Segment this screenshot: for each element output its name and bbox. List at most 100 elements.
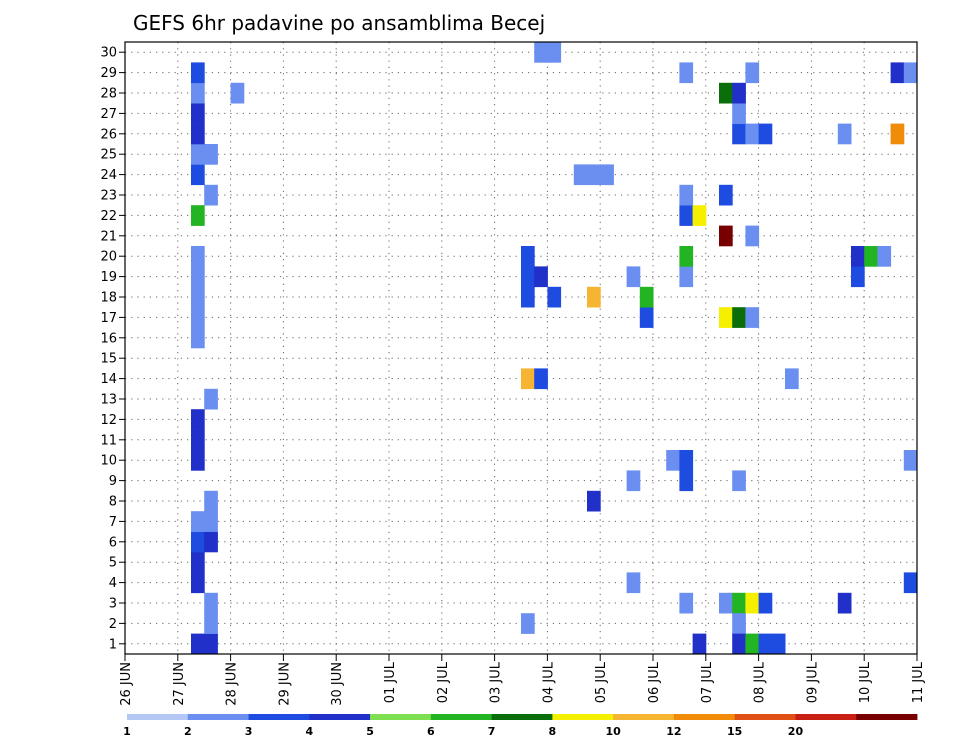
x-tick-label: 01 JUL [383, 661, 398, 703]
legend-swatch [734, 714, 796, 720]
legend-swatch [248, 714, 310, 720]
precip-cell [837, 123, 852, 145]
x-tick-label: 03 JUL [489, 661, 504, 703]
precip-cell [191, 307, 205, 328]
x-tick-label: 29 JUN [277, 662, 292, 706]
y-tick-label: 15 [100, 352, 117, 367]
y-tick-label: 27 [100, 107, 117, 122]
y-tick-label: 29 [100, 66, 117, 81]
precip-cell [679, 266, 694, 288]
x-tick-label: 06 JUL [647, 661, 662, 703]
y-tick-label: 21 [100, 229, 117, 244]
legend-label: 12 [666, 725, 681, 738]
precip-cell [639, 307, 654, 328]
y-tick-label: 9 [109, 474, 117, 489]
y-tick-label: 18 [100, 291, 117, 306]
precip-cell [785, 368, 799, 390]
y-tick-label: 10 [100, 454, 117, 469]
chart-title: GEFS 6hr padavine po ansamblima Becej [133, 11, 545, 35]
precip-cell [758, 633, 773, 655]
precip-cell [745, 633, 760, 655]
x-tick-label: 28 JUN [225, 662, 240, 706]
precip-cell [732, 592, 746, 614]
legend-label: 2 [184, 725, 192, 738]
precip-cell [679, 246, 694, 267]
x-tick-label: 04 JUL [541, 661, 556, 703]
precip-cell [626, 266, 641, 288]
precip-cell [679, 184, 694, 206]
precip-cell [191, 164, 205, 186]
y-tick-label: 28 [100, 87, 117, 102]
precip-cell [692, 633, 707, 655]
precip-cell [851, 266, 865, 288]
precip-cell [204, 490, 218, 512]
legend-swatch [309, 714, 371, 720]
precip-cell [191, 633, 205, 655]
precip-cell [534, 266, 548, 288]
precip-cell [639, 286, 654, 308]
y-tick-label: 13 [100, 393, 117, 408]
precip-cell [521, 368, 535, 390]
legend-swatch [430, 714, 493, 720]
precip-cell [745, 123, 760, 145]
precip-cell [191, 450, 205, 471]
precip-cell [732, 123, 746, 145]
y-tick-label: 1 [109, 637, 117, 652]
legend-swatch [613, 714, 675, 720]
precip-cell [547, 286, 562, 308]
precip-cell [600, 164, 614, 186]
y-tick-label: 3 [109, 597, 117, 612]
legend-label: 7 [488, 725, 496, 738]
x-tick-label: 09 JUL [805, 661, 820, 703]
x-tick-label: 05 JUL [594, 661, 609, 703]
x-tick-label: 30 JUN [330, 662, 345, 706]
precip-cell [719, 82, 733, 104]
precip-cell [204, 633, 218, 655]
precip-cell [758, 592, 773, 614]
legend-label: 15 [727, 725, 742, 738]
x-tick-label: 26 JUN [119, 662, 134, 706]
precip-cell [877, 246, 892, 267]
precip-cell [191, 103, 205, 124]
x-tick-label: 02 JUL [436, 661, 451, 703]
precip-cell [191, 552, 205, 573]
precip-cell [626, 470, 641, 492]
y-tick-label: 4 [109, 576, 117, 591]
precip-cell [719, 184, 733, 206]
precip-cell [745, 225, 760, 247]
legend-label: 20 [788, 725, 804, 738]
legend-swatch [370, 714, 432, 720]
x-tick-label: 10 JUL [858, 661, 873, 703]
legend-swatch [187, 714, 249, 720]
y-tick-label: 24 [100, 168, 117, 183]
precip-cell [573, 164, 588, 186]
precip-cell [521, 613, 535, 634]
precip-cell [890, 62, 905, 84]
precip-cell [204, 388, 218, 410]
color-legend: 1 2 3 4 5 6 7 8 10 12 15 20 [123, 714, 918, 738]
precip-cell [191, 205, 205, 226]
precip-cell [864, 246, 878, 267]
precip-cell [191, 266, 205, 288]
precip-cell [587, 490, 601, 512]
cells-layer [191, 42, 918, 655]
y-tick-label: 6 [109, 535, 117, 550]
y-tick-label: 14 [100, 372, 117, 387]
y-tick-label: 23 [100, 189, 117, 204]
precip-cell [230, 82, 245, 104]
x-tick-label: 07 JUL [700, 661, 715, 703]
precip-cell [903, 572, 918, 594]
y-tick-label: 25 [100, 148, 117, 163]
legend-label: 4 [305, 725, 313, 738]
precip-cell [837, 592, 852, 614]
y-tick-label: 12 [100, 413, 117, 428]
precip-cell [732, 103, 746, 124]
y-tick-label: 8 [109, 495, 117, 510]
legend-label: 10 [605, 725, 621, 738]
precip-cell [771, 633, 786, 655]
precip-cell [719, 225, 733, 247]
precip-cell [191, 144, 205, 165]
y-tick-label: 2 [109, 617, 117, 632]
y-tick-label: 26 [100, 127, 117, 142]
